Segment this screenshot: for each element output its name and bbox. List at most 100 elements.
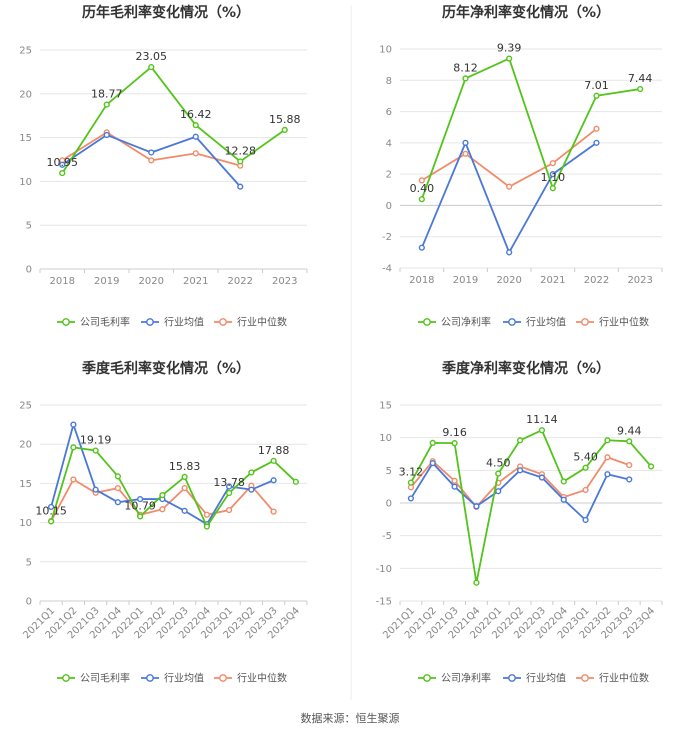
data-point-company xyxy=(226,489,233,497)
data-point-company xyxy=(418,196,425,203)
data-point-company xyxy=(647,463,655,470)
y-tick-label: 25 xyxy=(19,46,32,57)
legend-marker xyxy=(62,318,70,326)
legend-label: 行业均值 xyxy=(164,672,204,685)
data-point-avg xyxy=(103,131,110,139)
data-point-company xyxy=(148,63,155,71)
x-tick-label: 2021 xyxy=(183,276,208,287)
data-point-median xyxy=(626,462,633,469)
data-point-avg xyxy=(192,133,199,140)
data-point-avg xyxy=(516,467,524,474)
chart-panel-2: 历年净利率变化情况（%） -4 -2 0 2 4 6 8 10 2018 2019 2020 2021 2… xyxy=(379,4,663,329)
legend-item-avg[interactable]: 行业均值 xyxy=(141,316,204,329)
series-line-company xyxy=(410,429,652,584)
x-tick-label: 2020 xyxy=(496,275,521,286)
legend-label: 公司毛利率 xyxy=(80,672,130,685)
data-label: 9.44 xyxy=(617,424,642,437)
series-line-median xyxy=(421,128,598,188)
data-point-median xyxy=(203,511,210,518)
y-tick-label: 10 xyxy=(19,177,32,188)
y-tick-label: 10 xyxy=(379,45,392,56)
data-point-avg xyxy=(137,495,144,503)
y-tick-label: 0 xyxy=(26,597,32,608)
data-point-median xyxy=(181,485,188,492)
data-label: 11.14 xyxy=(526,413,558,426)
data-point-company xyxy=(593,92,600,99)
data-label: 4.50 xyxy=(486,457,511,470)
legend-item-median[interactable]: 行业中位数 xyxy=(214,672,287,685)
legend-item-avg[interactable]: 行业均值 xyxy=(503,316,566,329)
data-point-avg xyxy=(506,249,513,256)
data-point-avg xyxy=(582,516,589,524)
x-tick-label: 2023 xyxy=(627,275,652,286)
data-point-avg xyxy=(248,486,255,493)
data-point-company xyxy=(582,464,589,471)
data-point-median xyxy=(582,486,589,494)
data-point-avg xyxy=(549,171,556,178)
data-point-company xyxy=(181,473,188,480)
legend-label: 公司毛利率 xyxy=(80,316,130,329)
y-tick-label: 0 xyxy=(386,499,392,510)
x-tick-label: 2022 xyxy=(228,276,253,287)
data-point-avg xyxy=(59,161,66,168)
legend-item-company[interactable]: 公司净利率 xyxy=(418,316,491,329)
data-point-company xyxy=(637,85,644,93)
legend-label: 行业中位数 xyxy=(237,316,287,329)
data-point-company xyxy=(159,492,166,499)
data-point-company xyxy=(560,478,567,485)
legend-label: 公司净利率 xyxy=(441,316,491,329)
legend-label: 行业均值 xyxy=(526,316,566,329)
y-tick-label: -15 xyxy=(376,597,392,608)
legend-marker xyxy=(423,318,431,326)
y-tick-label: -5 xyxy=(382,531,392,542)
legend-item-median[interactable]: 行业中位数 xyxy=(576,672,649,685)
legend-item-median[interactable]: 行业中位数 xyxy=(214,316,287,329)
legend-item-avg[interactable]: 行业均值 xyxy=(141,672,204,685)
data-point-median xyxy=(549,160,556,167)
y-tick-label: 20 xyxy=(19,440,32,451)
data-point-avg xyxy=(270,477,277,484)
data-label: 18.77 xyxy=(91,88,123,101)
data-point-company xyxy=(192,122,199,129)
legend-marker xyxy=(581,318,589,326)
data-label: 19.19 xyxy=(80,434,112,447)
data-point-company xyxy=(604,437,611,444)
y-tick-label: 25 xyxy=(19,401,32,412)
legend-marker xyxy=(146,674,154,682)
y-tick-label: 4 xyxy=(386,138,392,149)
legend-item-avg[interactable]: 行业均值 xyxy=(503,672,566,685)
legend-item-company[interactable]: 公司净利率 xyxy=(418,672,491,685)
data-point-median xyxy=(451,477,458,484)
data-point-median xyxy=(270,508,277,515)
data-point-avg xyxy=(418,244,425,251)
data-point-company xyxy=(292,478,299,485)
legend-marker xyxy=(423,674,431,682)
data-point-avg xyxy=(48,503,55,511)
series-line-company xyxy=(50,446,297,528)
data-point-company xyxy=(495,470,502,477)
legend-marker xyxy=(508,318,516,326)
data-point-company xyxy=(516,437,524,444)
legend-item-company[interactable]: 公司毛利率 xyxy=(57,316,130,329)
x-tick-label: 2020 xyxy=(139,276,164,287)
chart-panel-1: 历年毛利率变化情况（%） 0 5 10 15 20 25 2018 2019 2020 2021 20… xyxy=(19,4,308,329)
data-point-avg xyxy=(407,495,415,502)
data-label: 9.16 xyxy=(442,426,467,439)
data-point-company xyxy=(538,427,546,434)
data-point-company xyxy=(429,439,436,446)
y-tick-label: -4 xyxy=(382,264,392,275)
y-tick-label: 10 xyxy=(19,518,32,529)
data-point-avg xyxy=(114,499,121,506)
data-label: 3.12 xyxy=(399,466,424,479)
legend-item-median[interactable]: 行业中位数 xyxy=(576,316,649,329)
chart-title: 历年净利率变化情况（%） xyxy=(442,4,610,21)
data-label: 23.05 xyxy=(136,50,168,63)
y-tick-label: 10 xyxy=(379,433,392,444)
y-tick-label: 8 xyxy=(386,76,392,87)
data-point-company xyxy=(473,579,480,586)
legend-item-company[interactable]: 公司毛利率 xyxy=(57,672,130,685)
x-tick-label: 2022 xyxy=(584,275,609,286)
data-point-company xyxy=(407,479,415,486)
data-label: 13.78 xyxy=(213,476,245,489)
